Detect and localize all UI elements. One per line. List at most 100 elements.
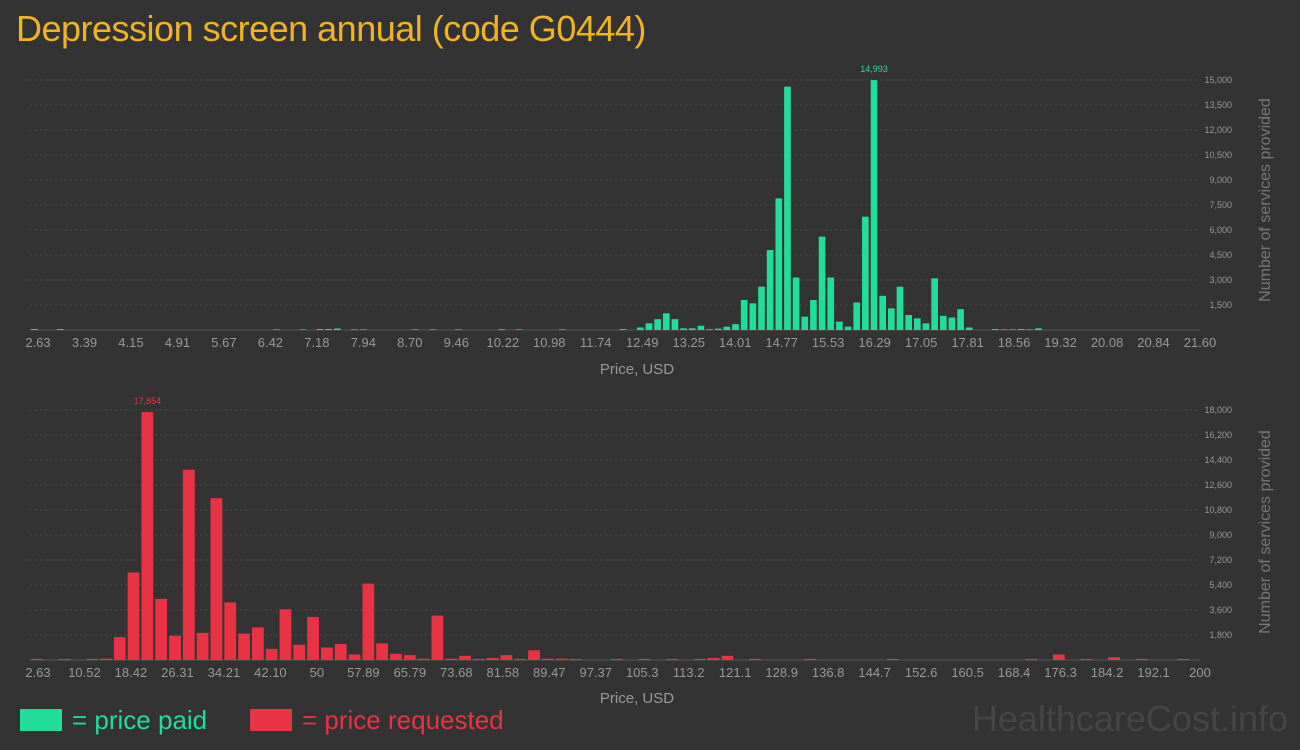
bar xyxy=(792,277,800,330)
y-tick-label: 7,500 xyxy=(1209,200,1232,210)
y-tick-label: 5,400 xyxy=(1209,580,1232,590)
bar xyxy=(707,657,720,660)
bar xyxy=(348,654,361,660)
bar xyxy=(555,658,568,660)
bar xyxy=(636,327,644,330)
bar xyxy=(939,315,947,330)
y-tick-label: 6,000 xyxy=(1209,225,1232,235)
x-tick-label: 128.9 xyxy=(765,665,798,680)
y-tick-label: 13,500 xyxy=(1204,100,1232,110)
bar xyxy=(210,498,223,660)
bar xyxy=(991,329,999,330)
bar xyxy=(740,300,748,330)
x-tick-label: 176.3 xyxy=(1044,665,1077,680)
bar xyxy=(541,658,554,660)
x-tick-label: 26.31 xyxy=(161,665,194,680)
bar xyxy=(965,327,973,330)
bar xyxy=(169,635,181,660)
y-tick-label: 10,500 xyxy=(1204,150,1232,160)
x-tick-label: 21.60 xyxy=(1184,335,1217,350)
x-tick-label: 113.2 xyxy=(673,665,705,680)
x-tick-label: 10.52 xyxy=(68,665,101,680)
x-tick-label: 18.56 xyxy=(998,335,1031,350)
page-title: Depression screen annual (code G0444) xyxy=(16,8,646,49)
x-tick-label: 9.46 xyxy=(444,335,469,350)
bar xyxy=(913,318,921,330)
y-axis-title: Number of services provided xyxy=(1257,98,1274,302)
bar xyxy=(775,198,783,330)
bar xyxy=(654,319,661,330)
bar xyxy=(879,295,887,330)
x-tick-label: 6.42 xyxy=(258,335,283,350)
x-tick-label: 144.7 xyxy=(858,665,891,680)
bar xyxy=(1108,657,1120,660)
y-tick-label: 7,200 xyxy=(1209,555,1232,565)
bar xyxy=(931,278,938,330)
bar xyxy=(472,658,485,660)
x-tick-label: 14.01 xyxy=(719,335,752,350)
y-tick-label: 14,400 xyxy=(1204,455,1232,465)
x-tick-label: 10.22 xyxy=(487,335,520,350)
bar xyxy=(182,469,195,660)
bar xyxy=(645,323,653,330)
bar xyxy=(749,658,761,660)
bar xyxy=(224,602,237,660)
bar xyxy=(429,329,436,330)
bar xyxy=(155,598,168,660)
bar xyxy=(810,300,817,330)
bar xyxy=(870,80,878,330)
bar xyxy=(238,633,250,660)
bar xyxy=(1135,658,1148,660)
bar xyxy=(445,658,458,660)
x-tick-label: 20.08 xyxy=(1091,335,1124,350)
bar xyxy=(844,326,852,330)
x-tick-label: 136.8 xyxy=(812,665,845,680)
bar xyxy=(905,315,912,330)
x-tick-label: 57.89 xyxy=(347,665,380,680)
bar xyxy=(334,644,347,660)
bar xyxy=(127,572,140,660)
bar xyxy=(619,329,627,330)
bar xyxy=(403,655,416,660)
bar xyxy=(766,250,774,330)
bar xyxy=(662,313,670,330)
bar xyxy=(804,658,817,660)
bar xyxy=(141,412,154,660)
bar xyxy=(1052,654,1065,660)
bar xyxy=(417,658,430,660)
x-tick-label: 16.29 xyxy=(858,335,891,350)
x-tick-label: 105.3 xyxy=(626,665,659,680)
bar xyxy=(431,615,444,660)
bar xyxy=(1009,329,1016,330)
bar xyxy=(459,655,471,660)
y-tick-label: 18,000 xyxy=(1204,405,1232,415)
x-tick-label: 13.25 xyxy=(672,335,705,350)
x-tick-label: 7.18 xyxy=(304,335,329,350)
bar xyxy=(455,329,462,330)
bar xyxy=(273,329,281,330)
bar xyxy=(486,657,499,660)
x-tick-label: 15.53 xyxy=(812,335,845,350)
watermark: HealthcareCost.info xyxy=(971,698,1288,739)
bar xyxy=(697,325,705,330)
bar xyxy=(528,650,540,660)
bar xyxy=(666,658,679,660)
bar xyxy=(515,329,523,330)
bar xyxy=(801,316,809,330)
y-tick-label: 3,000 xyxy=(1209,275,1232,285)
bar xyxy=(316,329,324,330)
x-tick-label: 184.2 xyxy=(1091,665,1124,680)
x-tick-label: 8.70 xyxy=(397,335,422,350)
x-tick-label: 2.63 xyxy=(25,665,50,680)
bar xyxy=(888,308,895,330)
x-tick-label: 4.91 xyxy=(165,335,190,350)
bar xyxy=(411,329,419,330)
peak-label: 14,993 xyxy=(860,64,888,74)
bar xyxy=(611,658,623,660)
x-tick-label: 2.63 xyxy=(25,335,50,350)
bar xyxy=(680,328,687,330)
x-tick-label: 200 xyxy=(1189,665,1211,680)
requested-swatch xyxy=(250,709,292,731)
bar xyxy=(321,647,333,660)
